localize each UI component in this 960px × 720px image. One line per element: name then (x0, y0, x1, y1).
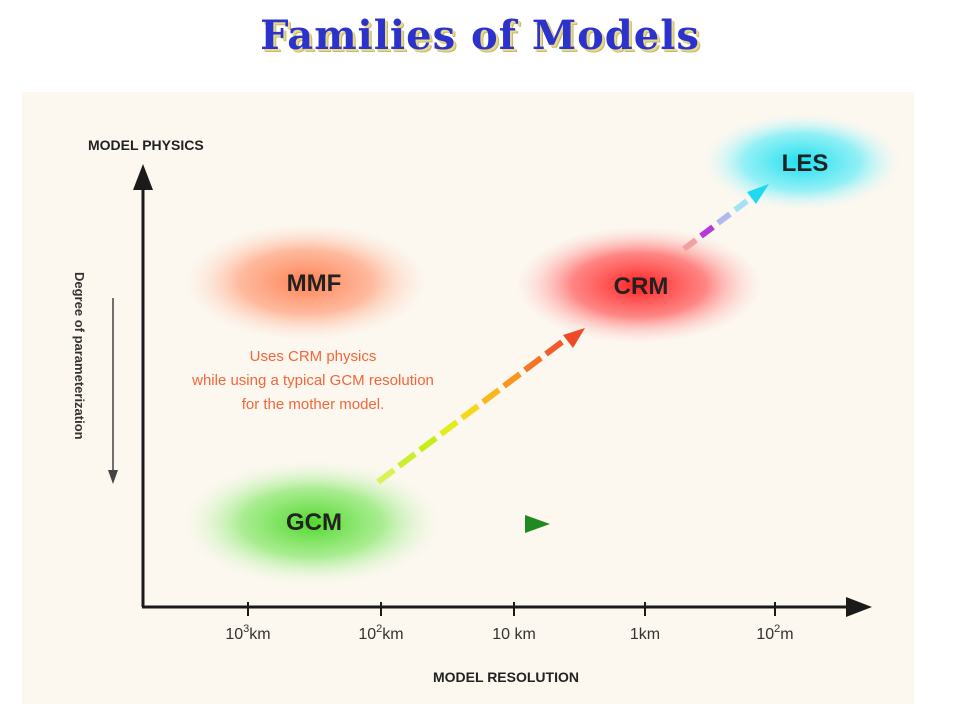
x-tick-label: 102m (756, 623, 793, 643)
mmf-note-line: Uses CRM physics (250, 348, 377, 365)
crm-to-les-arrowhead (747, 184, 769, 204)
les-label: LES (782, 150, 829, 177)
parameterization-arrowhead (108, 470, 118, 484)
side-label: Degree of parameterization (72, 272, 87, 440)
mmf-note-line: while using a typical GCM resolution (191, 372, 434, 389)
mmf-label: MMF (287, 270, 342, 297)
x-tick-label: 102km (358, 623, 403, 643)
x-axis-label: MODEL RESOLUTION (433, 669, 579, 685)
gcm-blob (184, 461, 440, 585)
slide-title: Families of Models (260, 12, 700, 59)
x-tick-label: 10 km (492, 626, 536, 643)
y-axis-arrowhead (133, 164, 153, 190)
gcm-to-crm-arrow (376, 339, 564, 485)
mmf-blob (186, 224, 426, 340)
gcm-label: GCM (286, 509, 342, 536)
crm-blob (517, 227, 761, 343)
x-tick-label: 103km (225, 623, 270, 643)
gcm-to-crm-arrowhead (563, 328, 585, 348)
crm-to-les-arrow (682, 198, 749, 252)
x-axis-arrowhead (846, 597, 872, 617)
gcm-resolution-arrowhead (525, 515, 550, 533)
y-axis-label: MODEL PHYSICS (88, 137, 204, 153)
crm-label: CRM (614, 273, 669, 300)
diagram-svg: 103km 102km 10 km 1km 102m MODEL PHYSICS… (72, 114, 900, 685)
diagram-panel: 103km 102km 10 km 1km 102m MODEL PHYSICS… (22, 92, 914, 704)
les-blob (704, 114, 900, 210)
x-tick-label: 1km (630, 626, 660, 643)
mmf-note-line: for the mother model. (242, 396, 385, 413)
